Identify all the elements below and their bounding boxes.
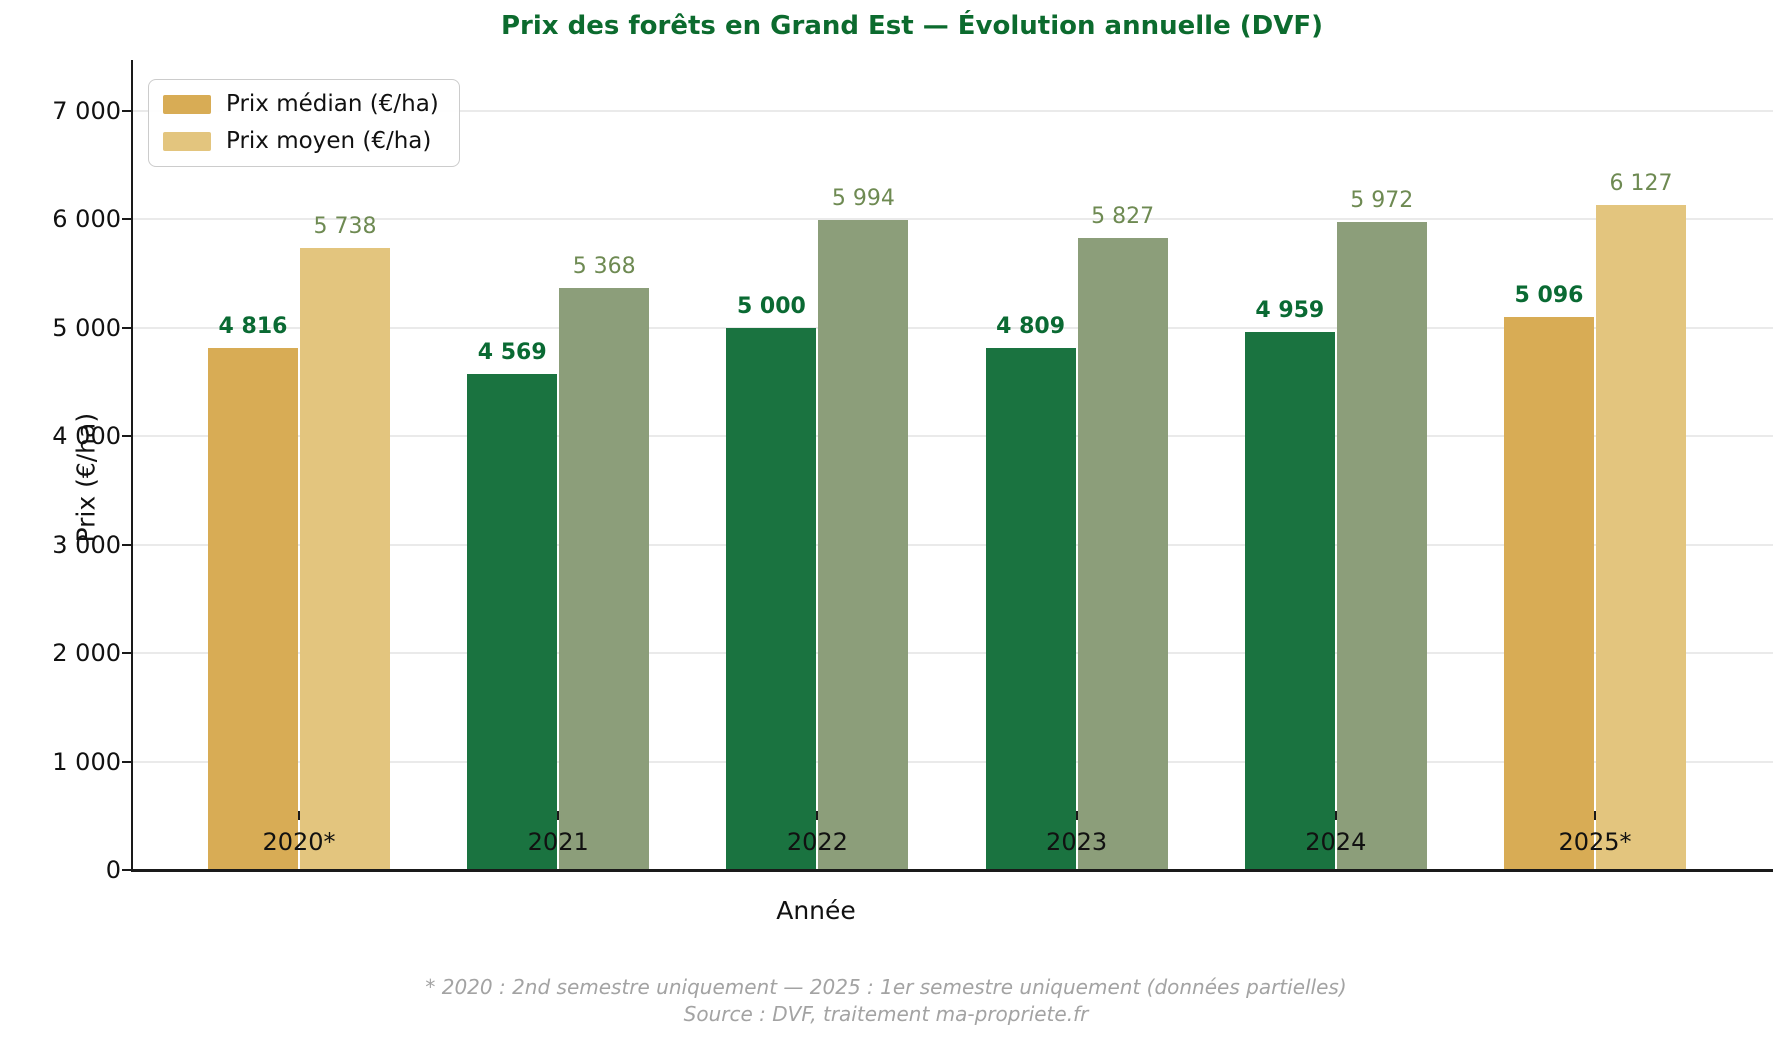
y-tick-label-0: 0	[105, 856, 121, 884]
x-tick-label-2025: 2025*	[1558, 828, 1632, 856]
gridline-1000	[133, 760, 1773, 763]
y-tick-mark-4000	[122, 435, 131, 438]
x-tick-mark-2021	[557, 811, 560, 820]
y-tick-mark-6000	[122, 218, 131, 221]
x-tick-label-2020: 2020*	[262, 828, 336, 856]
x-axis-label: Année	[776, 896, 856, 925]
bar-median-2025	[1504, 317, 1594, 870]
value-label-mean-2021: 5 368	[572, 254, 636, 279]
value-label-mean-2022: 5 994	[831, 186, 895, 211]
footnote-source: Source : DVF, traitement ma-propriete.fr	[683, 1002, 1089, 1026]
y-tick-mark-1000	[122, 760, 131, 763]
bar-group-2023: 4 809 5 827	[985, 62, 1168, 870]
x-tick-label-2024: 2024	[1305, 828, 1367, 856]
bar-group-2024: 4 959 5 972	[1244, 62, 1427, 870]
gridline-4000	[133, 435, 1773, 438]
x-tick-mark-2022	[816, 811, 819, 820]
legend-label-mean: Prix moyen (€/ha)	[226, 128, 432, 154]
bar-mean-2025	[1596, 205, 1686, 870]
gridline-5000	[133, 326, 1773, 329]
value-label-median-2022: 5 000	[736, 294, 806, 319]
legend: Prix médian (€/ha) Prix moyen (€/ha)	[148, 79, 460, 167]
y-tick-label-3000: 3 000	[52, 530, 121, 559]
x-tick-label-2021: 2021	[527, 828, 589, 856]
bar-mean-2022	[818, 220, 909, 870]
bar-mean-2023	[1077, 238, 1168, 870]
y-tick-mark-2000	[122, 652, 131, 655]
x-tick-mark-2024	[1334, 811, 1337, 820]
bar-group-2021: 4 569 5 368	[467, 62, 650, 870]
x-tick-mark-2025	[1594, 811, 1596, 820]
gridline-6000	[133, 218, 1773, 221]
legend-swatch-mean	[163, 131, 211, 151]
bar-mean-2020	[300, 248, 390, 870]
bar-mean-2021	[559, 288, 650, 870]
value-label-median-2021: 4 569	[477, 340, 547, 365]
x-tick-mark-2020	[298, 811, 300, 820]
chart-title: Prix des forêts en Grand Est — Évolution…	[500, 11, 1324, 41]
bar-median-2022	[726, 328, 817, 870]
x-axis-spine	[131, 869, 1773, 872]
y-tick-label-1000: 1 000	[52, 747, 121, 776]
legend-swatch-median	[163, 94, 211, 114]
legend-label-median: Prix médian (€/ha)	[226, 91, 439, 117]
bar-group-2025: 5 096 6 127	[1504, 62, 1686, 870]
y-tick-label-2000: 2 000	[52, 639, 121, 668]
value-label-median-2024: 4 959	[1255, 298, 1325, 323]
y-tick-label-7000: 7 000	[52, 96, 121, 125]
x-tick-label-2023: 2023	[1046, 828, 1108, 856]
y-tick-label-5000: 5 000	[52, 313, 121, 342]
bar-group-2020: 4 816 5 738	[208, 62, 390, 870]
bar-mean-2024	[1336, 222, 1427, 870]
x-tick-label-2022: 2022	[786, 828, 848, 856]
y-tick-mark-7000	[122, 109, 131, 112]
plot-area: Prix (€/ha) 4 816 5 738 4 569 5 368 5 000 5 9…	[71, 62, 1773, 871]
x-tick-mark-2023	[1075, 811, 1078, 820]
value-label-mean-2023: 5 827	[1091, 204, 1155, 229]
y-tick-mark-3000	[122, 543, 131, 546]
y-tick-mark-0	[122, 869, 131, 871]
legend-item-median: Prix médian (€/ha)	[163, 91, 439, 117]
y-axis-spine	[131, 60, 133, 871]
gridline-3000	[133, 543, 1773, 546]
bar-group-2022: 5 000 5 994	[726, 62, 909, 870]
y-tick-label-4000: 4 000	[52, 422, 121, 451]
bar-median-2024	[1244, 332, 1335, 870]
footnote-asterisk: * 2020 : 2nd semestre uniquement — 2025 …	[425, 975, 1347, 999]
bar-median-2023	[985, 348, 1076, 870]
y-tick-label-6000: 6 000	[52, 205, 121, 234]
legend-item-mean: Prix moyen (€/ha)	[163, 128, 439, 154]
value-label-median-2020: 4 816	[218, 314, 288, 339]
value-label-median-2025: 5 096	[1514, 283, 1584, 308]
value-label-median-2023: 4 809	[996, 314, 1066, 339]
bar-median-2021	[467, 374, 558, 870]
y-tick-mark-5000	[122, 326, 131, 329]
gridline-2000	[133, 652, 1773, 655]
bar-median-2020	[208, 348, 298, 870]
value-label-mean-2020: 5 738	[313, 214, 377, 239]
value-label-mean-2025: 6 127	[1609, 171, 1673, 196]
gridline-7000	[133, 109, 1773, 112]
value-label-mean-2024: 5 972	[1350, 188, 1414, 213]
